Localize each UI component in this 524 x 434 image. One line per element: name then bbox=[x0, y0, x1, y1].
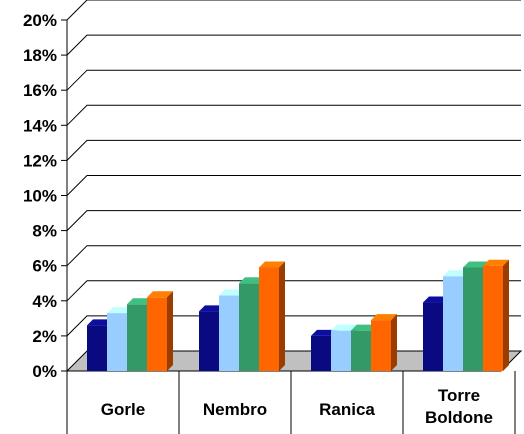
bar bbox=[259, 261, 285, 371]
gridline bbox=[66, 280, 521, 302]
axes bbox=[61, 19, 516, 434]
bar bbox=[371, 314, 397, 371]
gridline bbox=[66, 175, 521, 196]
y-tick-label: 16% bbox=[23, 81, 57, 100]
y-tick-label: 12% bbox=[23, 151, 57, 170]
category-label: Ranica bbox=[319, 400, 375, 419]
y-tick-label: 2% bbox=[32, 327, 57, 346]
gridline bbox=[66, 34, 521, 56]
y-tick-labels: 0% 2% 4% 6% 8% 10% 12% 14% 16% 18% 20% bbox=[23, 11, 57, 381]
gridline bbox=[66, 0, 521, 21]
category-label: Torre Boldone bbox=[425, 386, 493, 427]
y-tick-label: 4% bbox=[32, 292, 57, 311]
gridlines bbox=[66, 0, 521, 337]
gridline bbox=[66, 104, 521, 126]
category-labels: Gorle Nembro Ranica Torre Boldone bbox=[101, 386, 493, 427]
bars bbox=[87, 259, 509, 371]
bar bbox=[483, 259, 509, 371]
y-tick-label: 0% bbox=[32, 362, 57, 381]
bar bbox=[147, 291, 173, 371]
gridline bbox=[66, 210, 521, 231]
category-label: Nembro bbox=[203, 400, 267, 419]
y-tick-label: 14% bbox=[23, 116, 57, 135]
y-tick-label: 18% bbox=[23, 46, 57, 65]
category-label: Gorle bbox=[101, 400, 145, 419]
gridline bbox=[66, 139, 521, 161]
gridline bbox=[66, 69, 521, 91]
gridline bbox=[66, 245, 521, 267]
y-tick-label: 6% bbox=[32, 257, 57, 276]
y-tick-label: 8% bbox=[32, 222, 57, 241]
y-tick-label: 20% bbox=[23, 11, 57, 30]
y-tick-label: 10% bbox=[23, 187, 57, 206]
